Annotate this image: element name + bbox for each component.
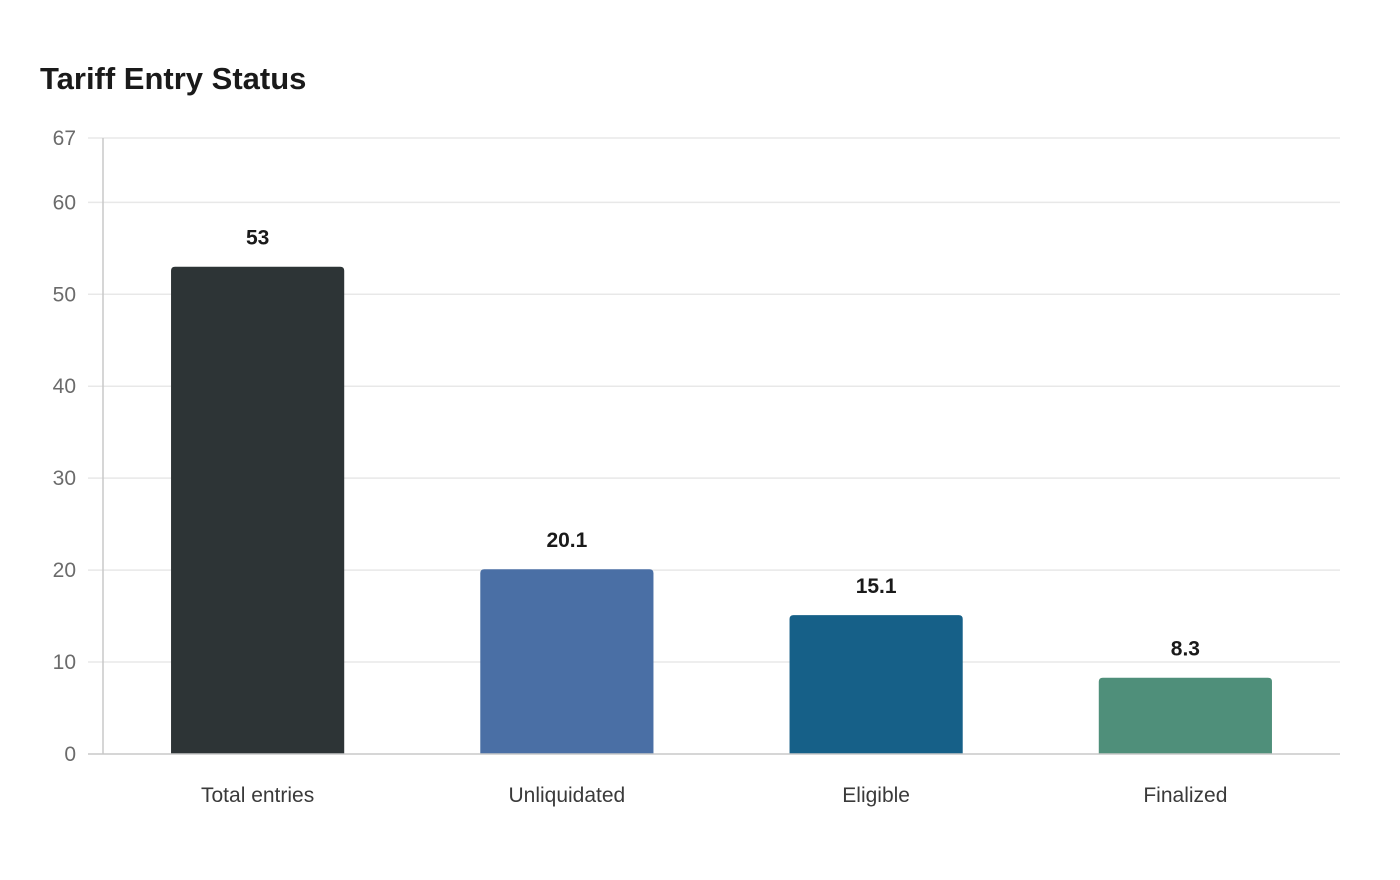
bar-value-label: 8.3 [1171, 638, 1200, 661]
x-axis-category-labels: Total entries Unliquidated Eligible Finaliz… [201, 784, 1227, 807]
bar-eligible [789, 615, 963, 754]
x-category-label: Eligible [842, 784, 910, 807]
y-tick-label: 60 [53, 191, 76, 214]
bar-unliquidated [480, 569, 654, 754]
x-category-label: Unliquidated [508, 784, 625, 807]
x-category-label: Finalized [1143, 784, 1227, 807]
bar-value-label: 53 [246, 227, 269, 250]
bar-total-entries [171, 266, 345, 754]
bar-value-label: 15.1 [856, 575, 897, 598]
y-tick-label: 10 [53, 651, 76, 674]
bars [171, 266, 1272, 754]
value-labels: 53 20.1 15.1 8.3 [246, 227, 1200, 661]
x-category-label: Total entries [201, 784, 314, 807]
chart-title: Tariff Entry Status [40, 61, 307, 96]
bar-finalized [1098, 677, 1272, 754]
y-tick-label: 40 [53, 375, 76, 398]
y-axis-tick-labels: 0 10 20 30 40 50 60 67 [53, 127, 76, 766]
y-tick-label: 50 [53, 283, 76, 306]
y-tick-label: 20 [53, 559, 76, 582]
y-tick-label: 0 [64, 743, 76, 766]
bar-value-label: 20.1 [546, 529, 587, 552]
y-tick-label: 30 [53, 467, 76, 490]
y-tick-label: 67 [53, 127, 76, 150]
